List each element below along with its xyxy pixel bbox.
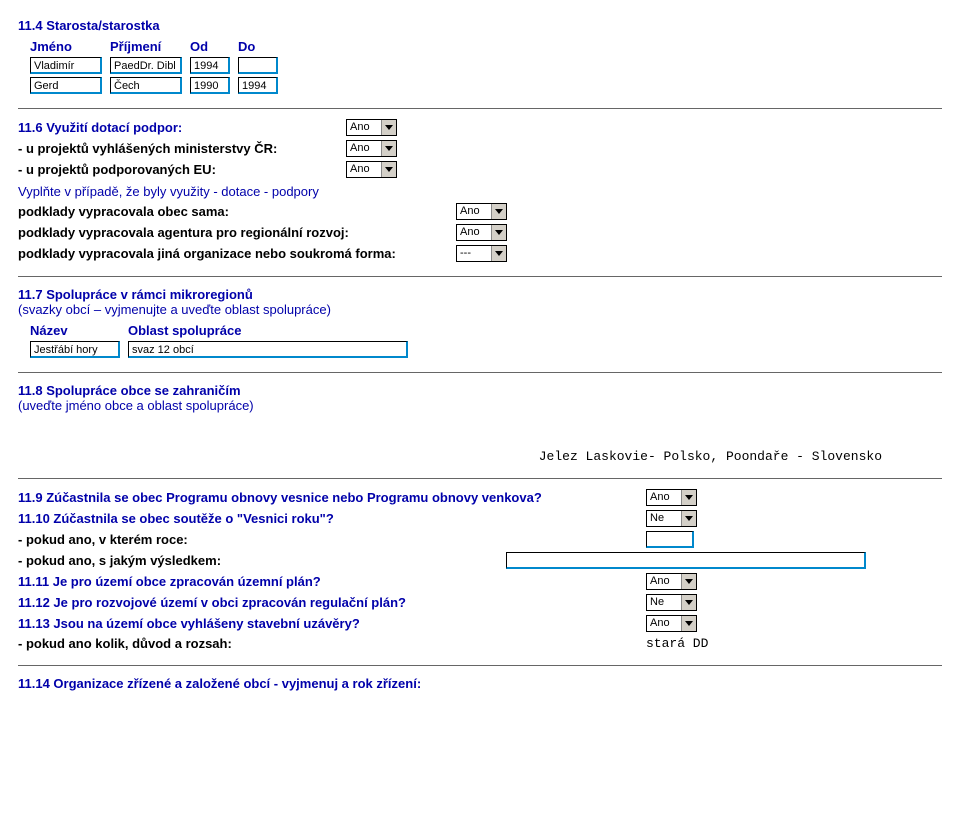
podklady-agentura-label: podklady vypracovala agentura pro region… (18, 225, 448, 240)
dotace-ministry-label: - u projektů vyhlášených ministerstvy ČR… (18, 141, 338, 156)
mayor-table: Jméno Příjmení Od Do Vladimír PaedDr. Di… (30, 39, 942, 94)
section-11-8-title: 11.8 Spolupráce obce se zahraničím (18, 383, 942, 398)
dotace-eu-select[interactable]: Ano (346, 161, 397, 178)
mayor-last[interactable]: Čech (110, 77, 182, 94)
q-11-12-label: 11.12 Je pro rozvojové území v obci zpra… (18, 595, 638, 610)
chevron-down-icon (381, 141, 396, 156)
q-11-13-select[interactable]: Ano (646, 615, 697, 632)
mayor-to[interactable] (238, 57, 278, 74)
q-11-9-label: 11.9 Zúčastnila se obec Programu obnovy … (18, 490, 638, 505)
divider (18, 276, 942, 277)
mayor-first[interactable]: Vladimír (30, 57, 102, 74)
q-11-10-label: 11.10 Zúčastnila se obec soutěže o "Vesn… (18, 511, 638, 526)
chevron-down-icon (681, 616, 696, 631)
podklady-obec-select[interactable]: Ano (456, 203, 507, 220)
chevron-down-icon (681, 490, 696, 505)
chevron-down-icon (491, 204, 506, 219)
q-11-10-year-input[interactable] (646, 531, 694, 548)
col-do: Do (238, 39, 278, 54)
coop-name[interactable]: Jestřábí hory (30, 341, 120, 358)
q-11-10-year-label: - pokud ano, v kterém roce: (18, 532, 638, 547)
chevron-down-icon (381, 162, 396, 177)
section-11-4-title: 11.4 Starosta/starostka (18, 18, 942, 33)
table-row: Jestřábí hory svaz 12 obcí (30, 341, 942, 358)
dotace-eu-label: - u projektů podporovaných EU: (18, 162, 338, 177)
divider (18, 665, 942, 666)
table-row: Gerd Čech 1990 1994 (30, 77, 942, 94)
q-11-11-label: 11.11 Je pro území obce zpracován územní… (18, 574, 638, 589)
mayor-from[interactable]: 1990 (190, 77, 230, 94)
q-11-11-select[interactable]: Ano (646, 573, 697, 590)
q-11-9-select[interactable]: Ano (646, 489, 697, 506)
mayor-to[interactable]: 1994 (238, 77, 278, 94)
divider (18, 372, 942, 373)
podklady-obec-label: podklady vypracovala obec sama: (18, 204, 448, 219)
chevron-down-icon (681, 595, 696, 610)
mayor-first[interactable]: Gerd (30, 77, 102, 94)
dotace-ministry-select[interactable]: Ano (346, 140, 397, 157)
dotace-note: Vyplňte v případě, že byly využity - dot… (18, 184, 942, 199)
chevron-down-icon (681, 574, 696, 589)
section-11-7-title: 11.7 Spolupráce v rámci mikroregionů (18, 287, 942, 302)
section-11-6-title: 11.6 Využití dotací podpor: (18, 120, 338, 135)
podklady-agentura-select[interactable]: Ano (456, 224, 507, 241)
q-11-13-label: 11.13 Jsou na území obce vyhlášeny stave… (18, 616, 638, 631)
col-nazev: Název (30, 323, 120, 338)
coop-area[interactable]: svaz 12 obcí (128, 341, 408, 358)
col-od: Od (190, 39, 230, 54)
chevron-down-icon (381, 120, 396, 135)
q-11-10-result-label: - pokud ano, s jakým výsledkem: (18, 553, 498, 568)
q-11-10-result-input[interactable] (506, 552, 866, 569)
coop-table: Název Oblast spolupráce Jestřábí hory sv… (30, 323, 942, 358)
q-11-12-select[interactable]: Ne (646, 594, 697, 611)
col-prijmeni: Příjmení (110, 39, 182, 54)
divider (18, 478, 942, 479)
foreign-coop-text: Jelez Laskovie- Polsko, Poondaře - Slove… (18, 449, 882, 464)
q-11-13-extent-value: stará DD (646, 636, 708, 651)
divider (18, 108, 942, 109)
podklady-forma-select[interactable]: --- (456, 245, 507, 262)
chevron-down-icon (681, 511, 696, 526)
mayor-last[interactable]: PaedDr. Dibl (110, 57, 182, 74)
table-row: Vladimír PaedDr. Dibl 1994 (30, 57, 942, 74)
section-11-8-sub: (uveďte jméno obce a oblast spolupráce) (18, 398, 942, 413)
chevron-down-icon (491, 246, 506, 261)
q-11-13-extent-label: - pokud ano kolik, důvod a rozsah: (18, 636, 638, 651)
q-11-10-select[interactable]: Ne (646, 510, 697, 527)
podklady-forma-label: podklady vypracovala jiná organizace neb… (18, 246, 448, 261)
section-11-14-title: 11.14 Organizace zřízené a založené obcí… (18, 676, 942, 691)
col-jmeno: Jméno (30, 39, 102, 54)
chevron-down-icon (491, 225, 506, 240)
col-oblast: Oblast spolupráce (128, 323, 408, 338)
section-11-7-sub: (svazky obcí – vyjmenujte a uveďte oblas… (18, 302, 942, 317)
dotace-title-select[interactable]: Ano (346, 119, 397, 136)
mayor-from[interactable]: 1994 (190, 57, 230, 74)
